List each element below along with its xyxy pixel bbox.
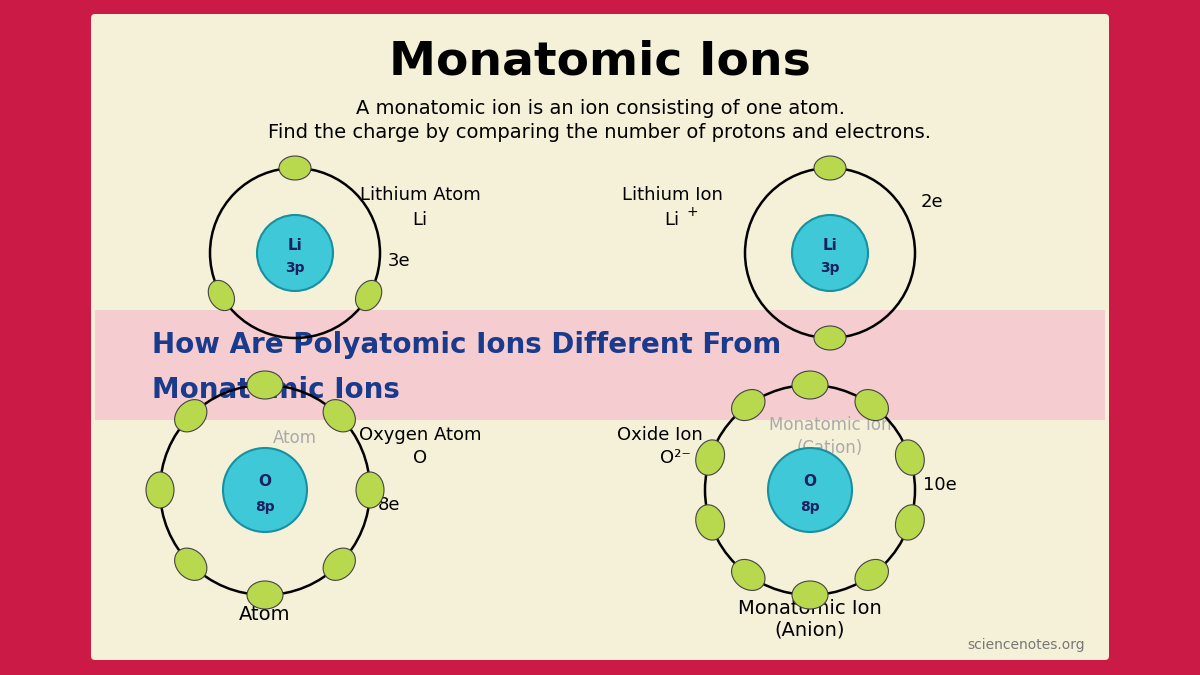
Text: How Are Polyatomic Ions Different From: How Are Polyatomic Ions Different From: [152, 331, 781, 359]
Ellipse shape: [323, 400, 355, 432]
Text: Oxygen Atom: Oxygen Atom: [359, 426, 481, 444]
Text: 3p: 3p: [821, 261, 840, 275]
Text: Lithium Ion: Lithium Ion: [622, 186, 722, 204]
Ellipse shape: [732, 389, 766, 421]
Circle shape: [223, 448, 307, 532]
Ellipse shape: [814, 326, 846, 350]
Text: 2e: 2e: [922, 193, 943, 211]
Text: Li: Li: [665, 211, 679, 229]
Circle shape: [257, 215, 334, 291]
Text: O: O: [413, 449, 427, 467]
Ellipse shape: [854, 389, 888, 421]
Text: Atom: Atom: [239, 605, 290, 624]
Bar: [95, 310, 1105, 420]
Text: Li: Li: [823, 238, 838, 253]
Ellipse shape: [323, 548, 355, 580]
Circle shape: [792, 215, 868, 291]
Ellipse shape: [175, 548, 206, 580]
Ellipse shape: [356, 472, 384, 508]
Text: Find the charge by comparing the number of protons and electrons.: Find the charge by comparing the number …: [269, 124, 931, 142]
Text: Li: Li: [288, 238, 302, 253]
Text: 10e: 10e: [923, 476, 956, 494]
Ellipse shape: [175, 400, 206, 432]
Text: 3p: 3p: [286, 261, 305, 275]
Text: Monatomic Ions: Monatomic Ions: [152, 376, 400, 404]
Ellipse shape: [247, 581, 283, 609]
Ellipse shape: [895, 505, 924, 540]
Circle shape: [768, 448, 852, 532]
Ellipse shape: [895, 440, 924, 475]
Text: 8p: 8p: [800, 500, 820, 514]
Text: O: O: [804, 474, 816, 489]
Ellipse shape: [854, 560, 888, 591]
Text: +: +: [686, 205, 697, 219]
Ellipse shape: [732, 560, 766, 591]
Text: 3e: 3e: [388, 252, 410, 270]
Ellipse shape: [696, 505, 725, 540]
Text: 8e: 8e: [378, 496, 401, 514]
Ellipse shape: [814, 156, 846, 180]
Text: Lithium Atom: Lithium Atom: [360, 186, 480, 204]
Ellipse shape: [209, 280, 234, 310]
Ellipse shape: [696, 440, 725, 475]
Text: (Anion): (Anion): [775, 620, 845, 639]
Text: O²⁻: O²⁻: [660, 449, 691, 467]
Text: sciencenotes.org: sciencenotes.org: [967, 638, 1085, 652]
Text: 8p: 8p: [256, 500, 275, 514]
Ellipse shape: [792, 581, 828, 609]
Text: O: O: [258, 474, 271, 489]
Text: (Cation): (Cation): [797, 439, 863, 457]
Text: Monatomic Ions: Monatomic Ions: [389, 40, 811, 84]
Ellipse shape: [355, 280, 382, 310]
FancyBboxPatch shape: [91, 14, 1109, 660]
Ellipse shape: [792, 371, 828, 399]
Text: Monatomic Ion: Monatomic Ion: [769, 416, 892, 434]
Text: A monatomic ion is an ion consisting of one atom.: A monatomic ion is an ion consisting of …: [355, 99, 845, 117]
Text: Oxide Ion: Oxide Ion: [617, 426, 703, 444]
Text: Li: Li: [413, 211, 427, 229]
Ellipse shape: [146, 472, 174, 508]
Ellipse shape: [247, 371, 283, 399]
Ellipse shape: [278, 156, 311, 180]
Text: Monatomic Ion: Monatomic Ion: [738, 599, 882, 618]
Text: Atom: Atom: [274, 429, 317, 447]
